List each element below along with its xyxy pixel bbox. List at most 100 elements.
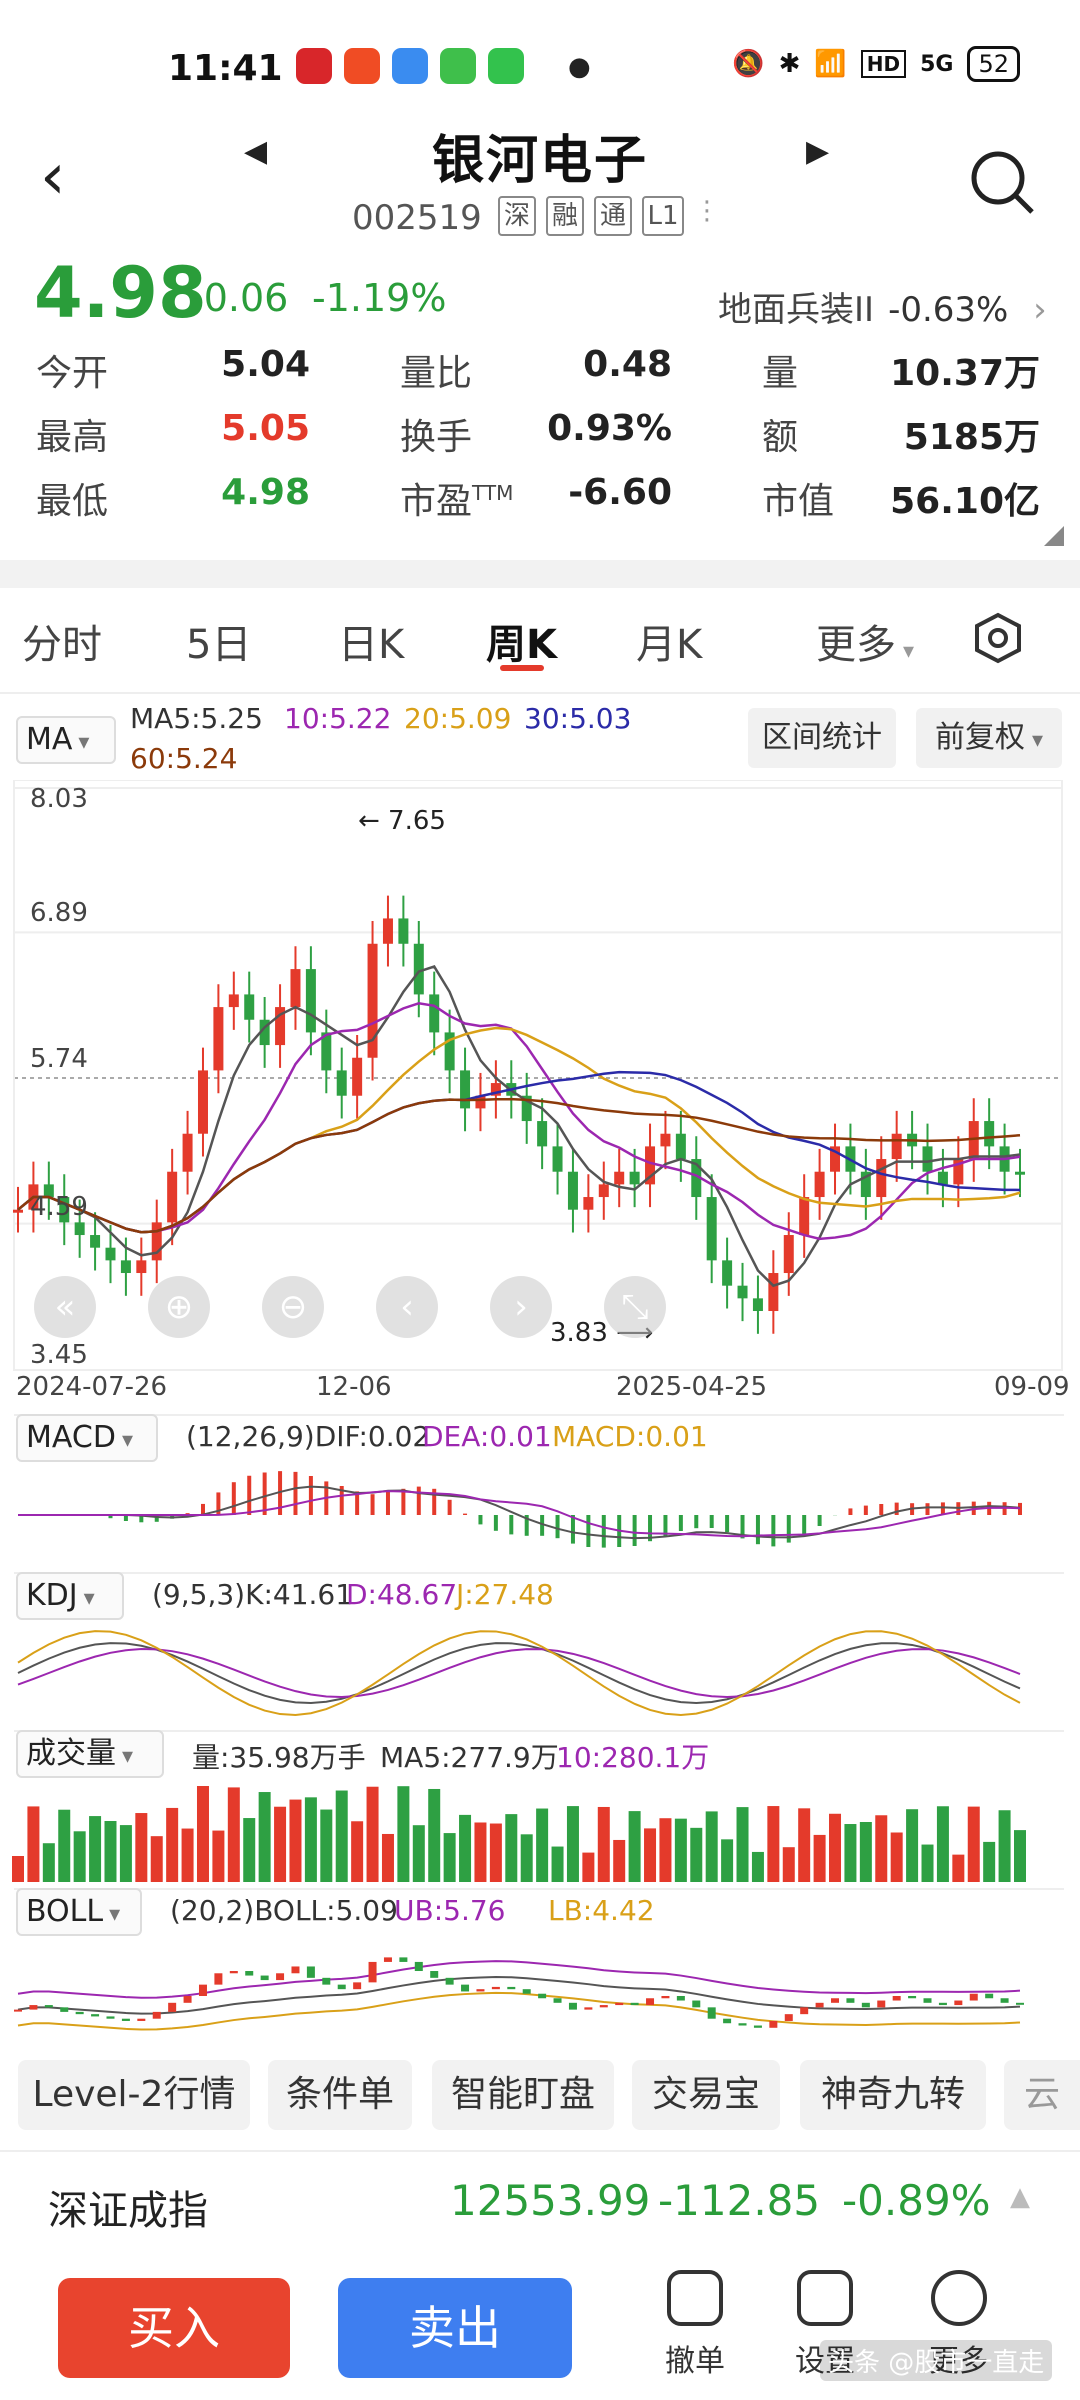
candle-body [799, 1197, 810, 1236]
mute-icon: 🔕 [732, 49, 765, 79]
tab-more[interactable]: 更多 ▾ [816, 612, 914, 670]
index-pct: -0.89% [842, 2176, 991, 2225]
volume-bar [12, 1856, 24, 1882]
stat-label: 换手 [400, 417, 473, 458]
volume-bar [73, 1831, 86, 1882]
range-stats-button[interactable]: 区间统计 [748, 708, 896, 768]
zoom-in-icon[interactable]: ⊕ [148, 1276, 210, 1338]
volume-bar [798, 1808, 811, 1882]
volume-bar [258, 1792, 271, 1882]
volume-bar [1014, 1830, 1026, 1882]
active-tab-indicator [500, 665, 544, 671]
divider [0, 560, 1080, 588]
candle-body [922, 1146, 933, 1172]
volume-selector-label: 成交量 [26, 1736, 116, 1771]
candle-body [475, 1095, 486, 1109]
candle-body [675, 1133, 686, 1160]
dot-icon: ● [568, 52, 591, 82]
volume-bar [921, 1844, 934, 1882]
boll-candle [507, 1986, 516, 1990]
chart-frame [13, 780, 1063, 1371]
smart-watch-chip[interactable]: 智能盯盘 [432, 2060, 614, 2130]
tab-intraday[interactable]: 分时 [22, 622, 102, 668]
candle-body [768, 1273, 779, 1312]
scroll-left-icon[interactable]: ‹ [376, 1276, 438, 1338]
volume-bar [459, 1814, 472, 1882]
condition-order-chip[interactable]: 条件单 [268, 2060, 412, 2130]
candle-body [830, 1146, 841, 1172]
volume-bar [274, 1806, 287, 1882]
ma5-value: MA5:5.25 [130, 702, 263, 735]
tab-more-label: 更多 [816, 622, 896, 668]
boll-candle [383, 1957, 392, 1962]
candle-body [167, 1171, 178, 1223]
volume-bar [721, 1839, 734, 1882]
scroll-right-icon[interactable]: › [490, 1276, 552, 1338]
candle-body [43, 1184, 54, 1198]
boll-candle [245, 1971, 254, 1976]
boll-candle [29, 2005, 38, 2010]
zoom-out-icon[interactable]: ⊖ [262, 1276, 324, 1338]
kdj-selector[interactable]: KDJ ▾ [16, 1572, 124, 1620]
more-button[interactable]: 更多 [904, 2270, 1014, 2380]
sector-name: 地面兵装II [718, 290, 875, 330]
volume-selector[interactable]: 成交量 ▾ [16, 1730, 164, 1778]
candle-body [645, 1146, 656, 1185]
boll-candle [106, 2016, 115, 2019]
status-icons: 🔕 ✱ 📶 HD 5G 52 [732, 46, 1020, 82]
cloud-chip[interactable]: 云 [1004, 2060, 1080, 2130]
volume-bar [381, 1833, 394, 1882]
x-axis-label: 12-06 [316, 1372, 392, 1402]
boll-candle [14, 2009, 22, 2012]
buy-button[interactable]: 买入 [58, 2278, 290, 2378]
expand-up-icon[interactable]: ▲ [1010, 2182, 1030, 2212]
sector-link[interactable]: 地面兵装II -0.63% › [718, 282, 1047, 331]
candle-body [59, 1197, 70, 1223]
index-bar[interactable]: 深证成指 12553.99 -112.85 -0.89% ▲ [0, 2150, 1080, 2270]
dea-line [18, 1490, 1021, 1538]
adjust-button[interactable]: 前复权 ▾ [916, 708, 1062, 768]
current-price: 4.98 [34, 252, 207, 334]
ma-selector-label: MA [26, 722, 73, 757]
tab-monthly[interactable]: 月K [636, 622, 703, 668]
x-axis-label: 2024-07-26 [16, 1372, 168, 1402]
ma-selector[interactable]: MA ▾ [16, 716, 116, 764]
boll-candle [831, 1998, 840, 2003]
boll-candle [923, 1998, 932, 2003]
next-stock-icon[interactable]: ▶ [806, 134, 830, 169]
boll-candle [1000, 1998, 1009, 2003]
fullscreen-icon[interactable]: ⤡ [604, 1276, 666, 1338]
candlestick-chart[interactable] [0, 780, 1080, 1380]
volume-bar [428, 1788, 441, 1882]
tab-weekly[interactable]: 周K [486, 622, 557, 668]
sell-button[interactable]: 卖出 [338, 2278, 572, 2378]
macd-selector[interactable]: MACD ▾ [16, 1414, 158, 1462]
candle-body [521, 1095, 532, 1122]
candle-body [213, 1007, 224, 1071]
tab-5day[interactable]: 5日 [186, 622, 252, 668]
prev-stock-icon[interactable]: ◀ [244, 134, 268, 169]
volume-bar [150, 1836, 163, 1882]
candle-body [752, 1298, 763, 1312]
trade-treasure-chip[interactable]: 交易宝 [632, 2060, 780, 2130]
back-icon[interactable]: ‹ [40, 140, 66, 214]
magic-nine-chip[interactable]: 神奇九转 [800, 2060, 986, 2130]
scroll-left-fast-icon[interactable]: « [34, 1276, 96, 1338]
boll-lb: LB:4.42 [548, 1894, 655, 1927]
more-icon [931, 2270, 987, 2326]
boll-candle [306, 1966, 315, 1978]
j-line [17, 1630, 1021, 1717]
macd-macd: MACD:0.01 [552, 1420, 708, 1453]
more-tags-icon[interactable]: ⋮ [694, 196, 720, 226]
expand-corner-icon[interactable] [1044, 526, 1064, 546]
settings-icon[interactable] [972, 612, 1024, 664]
boll-candle [214, 1973, 223, 1985]
level2-chip[interactable]: Level-2行情 [18, 2060, 250, 2130]
volume-bar [967, 1806, 980, 1882]
stat-value: 10.37万 [890, 353, 1040, 394]
search-icon[interactable] [968, 148, 1036, 216]
boll-selector[interactable]: BOLL ▾ [16, 1888, 142, 1936]
tab-daily[interactable]: 日K [338, 622, 405, 668]
settings-button[interactable]: 设置 [770, 2270, 880, 2380]
cancel-order-button[interactable]: 撤单 [640, 2270, 750, 2380]
